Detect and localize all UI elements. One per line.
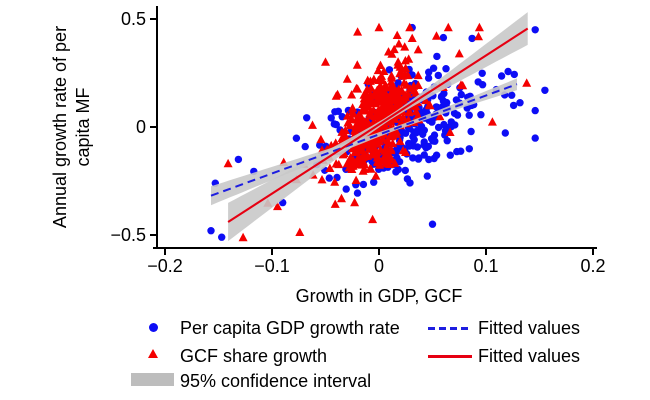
confidence-band-gcf bbox=[228, 12, 528, 242]
x-tick-label: 0 bbox=[374, 256, 384, 276]
legend-gcf-marker-icon bbox=[148, 349, 158, 358]
y-axis-title-line1: Annual growth rate of per bbox=[50, 25, 70, 229]
y-tick-label: 0 bbox=[136, 117, 146, 137]
legend-gcf-points-label: GCF share growth bbox=[180, 346, 328, 366]
fitted-line-gcf bbox=[227, 27, 529, 223]
x-tick-label: 0.2 bbox=[580, 256, 605, 276]
y-tick-label: −0.5 bbox=[110, 225, 146, 245]
legend-ci-swatch-icon bbox=[131, 373, 174, 386]
legend-gdp-points-label: Per capita GDP growth rate bbox=[180, 318, 400, 338]
fitted-line-gdp bbox=[210, 83, 518, 197]
legend-gdp-fit-line-icon bbox=[428, 327, 472, 330]
y-axis-title: Annual growth rate of per capita MF bbox=[49, 0, 95, 277]
x-tick-label: −0.2 bbox=[147, 256, 183, 276]
legend-gdp-marker-icon bbox=[149, 323, 158, 332]
legend-gcf-fit-line-icon bbox=[428, 355, 472, 358]
y-axis-title-line2: capita MF bbox=[73, 87, 93, 167]
x-tick-label: −0.1 bbox=[254, 256, 290, 276]
y-tick-label: 0.5 bbox=[121, 9, 146, 29]
x-tick-label: 0.1 bbox=[473, 256, 498, 276]
legend-gcf-fit-label: Fitted values bbox=[478, 346, 581, 366]
x-axis-title: Growth in GDP, GCF bbox=[295, 286, 463, 306]
legend-gdp-fit-label: Fitted values bbox=[478, 318, 581, 338]
legend-ci-label: 95% confidence interval bbox=[180, 371, 372, 391]
